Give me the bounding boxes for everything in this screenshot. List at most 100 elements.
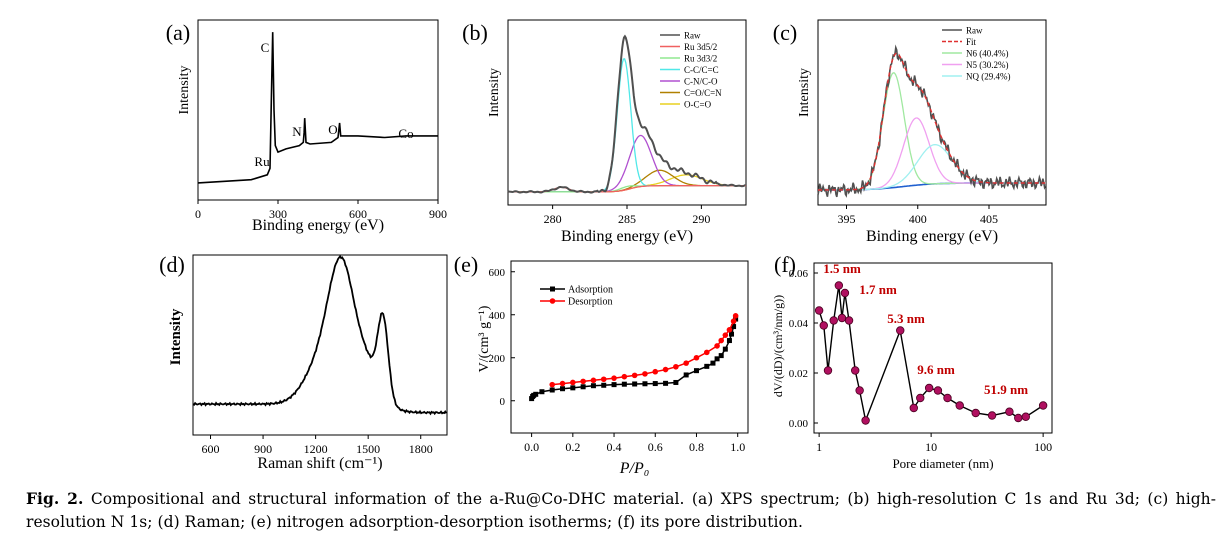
panel-e-adsorption-point	[726, 338, 732, 344]
panel-c-legend-label: Raw	[966, 26, 983, 36]
panel-c-legend-label: Fit	[966, 37, 977, 47]
panel-f-point	[1014, 413, 1023, 423]
panel-e-adsorption-point	[693, 368, 699, 374]
figure-caption: Fig. 2. Compositional and structural inf…	[26, 487, 1216, 534]
panel-f-point	[909, 403, 918, 413]
panel-e-adsorption-point	[533, 391, 539, 397]
panel-e-adsorption-point	[729, 331, 735, 337]
panel-e-legend-marker	[549, 298, 556, 304]
panel-e-adsorption-point	[673, 379, 679, 385]
panel-d-frame	[192, 254, 448, 436]
panel-f-point	[855, 386, 864, 395]
panel-b-legend-label: C=O/C=N	[684, 88, 722, 98]
panel-a-xtick-label: 900	[429, 207, 447, 221]
panel-a-xtick-label: 600	[349, 207, 367, 221]
panel-a-peak-label-n: N	[292, 124, 302, 139]
panel-f-point	[896, 326, 905, 335]
panel-d-xtick-label: 1800	[409, 442, 433, 456]
panel-f-annotation: 5.3 nm	[887, 311, 925, 326]
panel-e-desorption-point	[693, 354, 700, 361]
panel-e-adsorption-point	[549, 387, 555, 393]
panel-e-xtick-label: 0.4	[607, 440, 622, 454]
panel-e-desorption-point	[703, 349, 710, 356]
panel-e-xtick-label: 0.8	[689, 440, 704, 454]
panel-e-desorption-line	[552, 315, 737, 386]
figure-canvas: (a) 0 300 600 900 Binding energy (eV) Intensit…	[159, 19, 1053, 477]
panel-e-ytick-label: 200	[489, 353, 506, 365]
panel-f-ytick-label: 0.00	[789, 418, 809, 430]
panel-f-distribution-line	[818, 285, 1044, 424]
panel-d-xtick-label: 900	[254, 442, 272, 456]
panel-a-peak-label-o: O	[328, 122, 337, 137]
panel-e-adsorption-point	[718, 353, 724, 359]
panel-e-ytick-label: 600	[489, 267, 506, 279]
panel-a-xlabel: Binding energy (eV)	[252, 217, 384, 234]
panel-b-component-line	[508, 134, 746, 193]
panel-e-adsorption-point	[601, 382, 607, 388]
panel-d-xlabel: Raman shift (cm⁻¹)	[257, 455, 382, 472]
panel-a-label: (a)	[166, 20, 190, 45]
panel-f-ytick-label: 0.04	[789, 318, 809, 330]
panel-e-adsorption-point	[580, 384, 586, 390]
panel-e-adsorption-point	[570, 385, 576, 391]
panel-b-xtick-label: 290	[692, 212, 710, 226]
panel-e-adsorption-point	[663, 380, 669, 386]
panel-b-legend-label: Ru 3d5/2	[684, 42, 717, 52]
panel-f-point	[943, 393, 952, 403]
panel-f-point	[1021, 412, 1030, 421]
panel-a-peak-label-ru: Ru	[254, 154, 270, 169]
panel-e-desorption-point	[730, 318, 737, 325]
panel-e-desorption-point	[652, 368, 659, 375]
panel-e-xtick-label: 0.0	[524, 440, 539, 454]
panel-f-xtick-label: 100	[1034, 440, 1052, 454]
panel-e-desorption-point	[600, 376, 607, 383]
panel-c-xtick-label: 405	[980, 212, 998, 226]
panel-e-desorption-point	[673, 363, 679, 370]
panel-f-point	[987, 411, 997, 420]
panel-f-ylabel: dV/(dD)/(cm³/nm/g))	[771, 295, 785, 397]
panel-b-ylabel: Intensity	[487, 68, 502, 117]
panel-c-legend-label: NQ (29.4%)	[966, 72, 1011, 82]
panel-c-component-line	[818, 117, 1046, 191]
panel-b-legend-label: Raw	[684, 31, 701, 41]
panel-e-desorption-point	[732, 313, 739, 319]
panel-c-raw-line	[817, 44, 1047, 198]
panel-d-label: (d)	[159, 252, 185, 277]
panel-a-xtick-label: 300	[269, 207, 287, 221]
panel-f-point	[814, 306, 824, 315]
panel-e-adsorption-point	[621, 381, 627, 387]
panel-e-desorption-point	[621, 373, 628, 380]
panel-d-xtick-label: 1200	[304, 442, 328, 456]
panel-c-xtick-label: 395	[838, 212, 856, 226]
panel-c-component-line	[818, 72, 1046, 191]
panel-c-label: (c)	[773, 20, 797, 45]
panel-c-ylabel: Intensity	[797, 68, 812, 117]
panel-e-ytick-label: 0	[500, 396, 506, 408]
panel-e-desorption-point	[642, 371, 648, 377]
panel-a-frame	[197, 19, 439, 201]
panel-a-xtick-label: 0	[195, 207, 201, 221]
panel-f-point	[834, 281, 844, 290]
panel-f-point	[916, 393, 925, 403]
panel-f-point	[823, 366, 833, 375]
panel-e-xtick-label: 1.0	[730, 440, 745, 454]
panel-e-xtick-label: 0.2	[565, 440, 580, 454]
panel-f-annotation: 1.7 nm	[859, 282, 897, 297]
panel-f-annotation: 9.6 nm	[917, 362, 955, 377]
panel-b-xtick-label: 285	[618, 212, 636, 226]
panel-b-legend-label: O-C=O	[684, 100, 712, 110]
panel-f-xtick-label: 1	[816, 440, 822, 454]
panel-f-point	[955, 401, 964, 410]
panel-f-point	[924, 383, 934, 393]
panel-c-xtick-label: 400	[909, 212, 927, 226]
panel-e-desorption-point	[662, 366, 669, 373]
panel-b-legend-label: C-N/C-O	[684, 77, 718, 87]
panel-e-desorption-point	[631, 372, 638, 379]
panel-f-point	[819, 321, 828, 330]
panel-d-xtick-label: 1500	[356, 442, 380, 456]
panel-c-fit-line	[818, 52, 1046, 191]
panel-e-desorption-point	[570, 379, 576, 386]
panel-e-adsorption-point	[714, 356, 720, 362]
panel-e-adsorption-point	[731, 324, 737, 330]
panel-e-desorption-point	[726, 327, 733, 333]
